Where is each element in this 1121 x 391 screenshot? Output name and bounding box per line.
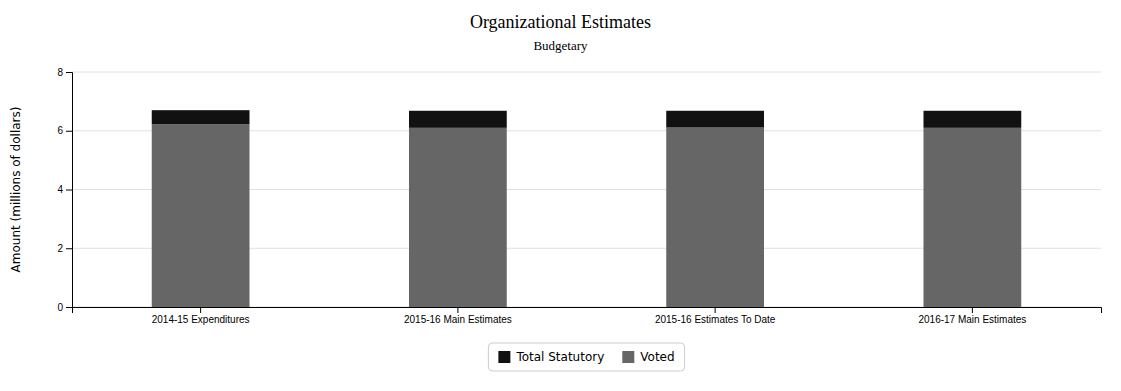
tick-mark <box>715 307 716 313</box>
series <box>152 124 1022 307</box>
tick: 6 <box>57 125 72 136</box>
axis-line <box>66 73 73 308</box>
tick-label: 8 <box>57 67 63 78</box>
bar <box>409 111 507 128</box>
tick-label: 2015-16 Estimates To Date <box>655 314 776 325</box>
tick: 2015-16 Estimates To Date <box>655 307 776 325</box>
plot: 0 2 4 6 8 2014-15 Expenditures 2015-16 Main Es… <box>57 67 1101 325</box>
tick-mark <box>66 190 72 191</box>
legend-label: Voted <box>640 350 674 364</box>
bar <box>409 128 507 307</box>
tick-mark <box>66 131 72 132</box>
tick-label: 2 <box>57 243 63 254</box>
y-axis: 0 2 4 6 8 <box>57 67 72 313</box>
tick-mark <box>200 307 201 313</box>
x-axis: 2014-15 Expenditures 2015-16 Main Estimat… <box>73 307 1102 325</box>
tick-label: 2016-17 Main Estimates <box>918 314 1026 325</box>
title: Organizational Estimates <box>470 12 651 32</box>
bar <box>152 110 250 124</box>
tick: 2016-17 Main Estimates <box>918 307 1026 325</box>
tick-mark <box>457 307 458 313</box>
legend-item: Total Statutory <box>498 350 604 364</box>
legend-frame <box>488 343 684 371</box>
bar <box>666 111 764 128</box>
bar <box>923 128 1021 307</box>
subtitle: Budgetary <box>533 38 588 53</box>
tick: 0 <box>57 302 72 313</box>
legend-swatch <box>498 351 510 363</box>
tick-mark <box>972 307 973 313</box>
tick-label: 0 <box>57 302 63 313</box>
tick-label: 6 <box>57 125 63 136</box>
tick: 2 <box>57 243 72 254</box>
tick-mark <box>66 72 72 73</box>
tick: 2014-15 Expenditures <box>152 307 250 325</box>
tick-label: 2015-16 Main Estimates <box>404 314 512 325</box>
tick-label: 2014-15 Expenditures <box>152 314 250 325</box>
chart: Organizational Estimates Budgetary 0 2 4 6 8 20… <box>0 0 1121 391</box>
bar <box>666 128 764 307</box>
bar <box>152 124 250 307</box>
tick-mark <box>66 248 72 249</box>
legend: Total Statutory Voted <box>488 343 684 371</box>
legend-swatch <box>622 351 634 363</box>
tick: 4 <box>57 184 72 195</box>
axis-line <box>73 308 1102 314</box>
axis-title: Amount (millions of dollars) <box>9 107 23 273</box>
tick: 2015-16 Main Estimates <box>404 307 512 325</box>
legend-label: Total Statutory <box>515 350 604 364</box>
bar <box>923 111 1021 128</box>
tick: 8 <box>57 67 72 78</box>
tick-mark <box>66 307 72 308</box>
grid-line <box>72 72 1101 73</box>
legend-item: Voted <box>622 350 674 364</box>
tick-label: 4 <box>57 184 63 195</box>
grid <box>72 72 1101 307</box>
series <box>152 110 1022 128</box>
bars <box>152 110 1022 307</box>
